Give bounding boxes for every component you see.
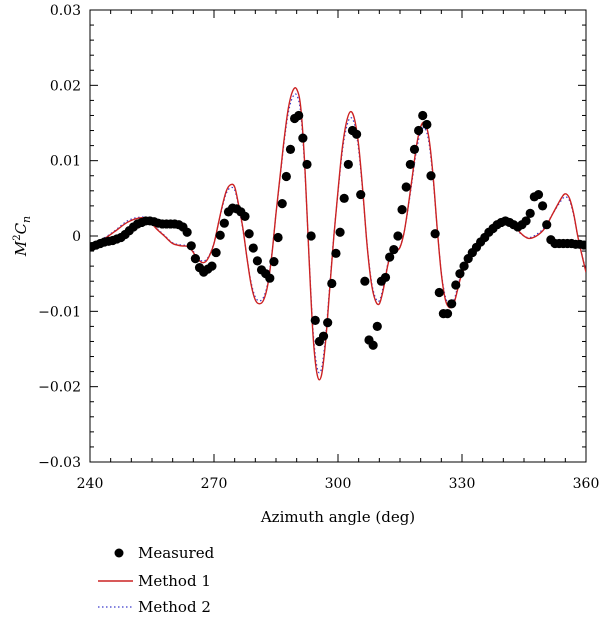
measured-point — [356, 189, 366, 200]
x-tick-labels: 240 270 300 330 360 — [77, 476, 600, 492]
measured-point — [269, 257, 279, 267]
measured-point — [579, 240, 586, 250]
measured-point — [298, 133, 308, 143]
measured-point — [401, 182, 411, 192]
measured-point — [368, 340, 378, 350]
measured-point — [207, 261, 217, 271]
x-tick-label: 360 — [573, 476, 600, 492]
measured-point — [389, 244, 399, 255]
measured-point — [331, 248, 341, 258]
y-axis-title-sup: 2 — [12, 234, 23, 240]
y-tick-labels: −0.03 −0.02 −0.01 0 0.01 0.02 0.03 — [38, 3, 81, 471]
measured-point — [442, 308, 453, 319]
measured-point — [542, 220, 552, 230]
measured-point — [360, 276, 370, 286]
measured-point — [422, 119, 432, 130]
measured-point — [455, 269, 465, 279]
legend-label-method-2: Method 2 — [138, 598, 211, 616]
measured-point — [393, 231, 403, 241]
measured-point — [372, 321, 382, 331]
measured-point — [244, 229, 254, 239]
measured-point — [318, 331, 329, 341]
measured-point — [533, 189, 544, 200]
y-axis-title: M2Cn — [12, 216, 33, 257]
y-tick-label: 0.02 — [50, 78, 81, 94]
measured-point — [525, 208, 535, 218]
measured-point — [190, 254, 200, 264]
measured-point — [248, 243, 258, 253]
legend-item-method-2: Method 2 — [98, 598, 211, 616]
measured-point — [281, 171, 291, 182]
measured-point — [211, 247, 221, 258]
measured-point — [327, 278, 337, 289]
x-tick-label: 240 — [77, 476, 104, 492]
measured-point — [339, 193, 349, 203]
measured-point — [414, 125, 424, 136]
measured-point — [418, 110, 428, 121]
legend: Measured Method 1 Method 2 — [98, 544, 215, 616]
measured-point — [219, 218, 229, 228]
measured-point — [294, 110, 304, 121]
y-axis-title-main: C — [12, 222, 30, 234]
measured-point — [310, 315, 320, 325]
measured-point — [409, 144, 420, 154]
measured-point — [385, 252, 395, 262]
measured-point — [430, 229, 440, 239]
y-tick-label: 0.01 — [50, 154, 81, 170]
legend-label-measured: Measured — [138, 544, 215, 562]
y-tick-label: 0 — [72, 229, 81, 245]
y-tick-label: −0.03 — [38, 455, 81, 471]
y-axis-title-base: M — [12, 240, 30, 257]
y-axis-title-sub: n — [20, 216, 33, 223]
measured-point — [451, 280, 461, 290]
legend-label-method-1: Method 1 — [138, 572, 211, 590]
x-tick-label: 270 — [201, 476, 228, 492]
measured-point — [277, 199, 287, 209]
measured-point — [405, 159, 415, 170]
measured-point — [182, 227, 192, 237]
y-tick-label: −0.02 — [38, 380, 81, 396]
x-tick-label: 300 — [325, 476, 352, 492]
legend-item-measured: Measured — [114, 544, 215, 562]
measured-point — [323, 318, 333, 328]
measured-point — [306, 231, 316, 241]
measured-point — [273, 232, 283, 243]
measured-point — [459, 261, 469, 271]
measured-point — [426, 171, 436, 181]
measured-point — [285, 144, 296, 154]
measured-point — [215, 230, 225, 240]
x-axis-title: Azimuth angle (deg) — [260, 508, 415, 526]
legend-marker-measured — [114, 548, 124, 558]
measured-point — [397, 205, 407, 215]
y-tick-label: 0.03 — [50, 3, 81, 19]
measured-point — [302, 159, 312, 170]
series-layer — [90, 87, 586, 381]
measured-point — [265, 273, 275, 283]
y-tick-label: −0.01 — [38, 304, 81, 320]
measured-point — [447, 299, 457, 309]
measured-point — [252, 256, 262, 266]
measured-point — [538, 201, 548, 211]
x-tick-label: 330 — [449, 476, 476, 492]
measured-point — [380, 272, 391, 283]
measured-point — [434, 287, 444, 298]
measured-point — [240, 211, 250, 222]
measured-point — [343, 159, 353, 170]
axis-ticks — [89, 9, 587, 463]
measured-point — [186, 241, 196, 251]
legend-item-method-1: Method 1 — [98, 572, 211, 590]
measured-point — [352, 129, 362, 139]
measured-point — [521, 216, 531, 226]
measured-point — [335, 227, 345, 237]
